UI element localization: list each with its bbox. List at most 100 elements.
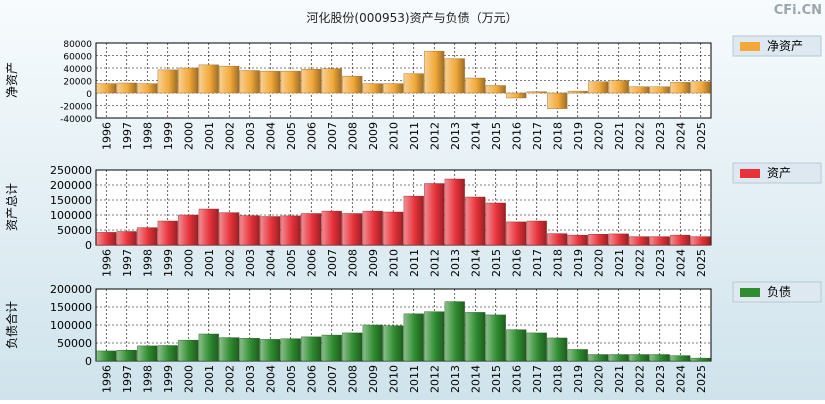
x-tick-label: 1997 [121, 365, 134, 393]
bar-2002 [219, 337, 240, 362]
bar-2006 [301, 213, 322, 246]
legend-label: 负债 [767, 285, 791, 299]
legend-label: 资产 [767, 166, 791, 180]
panel-total-assets: 0 50000 100000 150000 200000 250000 1996 1997 19… [5, 162, 822, 277]
x-tick-label: 1999 [162, 122, 175, 150]
x-tick-label: 1998 [141, 249, 154, 277]
bar-2012 [424, 311, 445, 362]
x-tick-label: 1998 [141, 122, 154, 150]
bar-2000 [178, 67, 199, 94]
bar-2025 [690, 357, 711, 362]
bar-2021 [608, 233, 629, 246]
x-tick-label: 2023 [654, 249, 667, 277]
bar-2025 [690, 236, 711, 246]
x-tick-label: 2012 [428, 122, 441, 150]
x-tick-label: 2002 [223, 122, 236, 150]
x-tick-label: 2013 [449, 249, 462, 277]
bar-2002 [219, 65, 240, 94]
x-tick-label: 2020 [592, 365, 605, 393]
x-tick-label: 1997 [121, 122, 134, 150]
bar-2006 [301, 69, 322, 94]
bar-2005 [280, 338, 301, 362]
x-tick-label: 2025 [695, 249, 708, 277]
x-tick-label: 2010 [387, 249, 400, 277]
y-tick-label: 150000 [50, 194, 92, 207]
y-tick-label: 40000 [63, 65, 92, 75]
bar-2012 [424, 50, 445, 94]
watermark: CFi.CN [774, 3, 822, 18]
bar-2022 [629, 236, 650, 246]
bar-1999 [157, 69, 178, 94]
x-tick-label: 2005 [285, 365, 298, 393]
bar-2014 [465, 196, 486, 246]
bar-2007 [321, 210, 342, 246]
bar-1999 [157, 220, 178, 246]
y-tick-label: 80000 [63, 40, 92, 50]
x-tick-label: 2019 [572, 249, 585, 277]
plot-area [95, 169, 712, 246]
x-tick-label: 2000 [182, 249, 195, 277]
bar-2000 [178, 214, 199, 246]
x-tick-label: 2007 [326, 249, 339, 277]
x-tick-label: 2024 [674, 122, 687, 150]
legend-net-assets: 净资产 [732, 35, 822, 57]
bar-1997 [116, 231, 137, 246]
x-tick-label: 1997 [121, 249, 134, 277]
x-tick-label: 2008 [346, 122, 359, 150]
y-tick-label: 100000 [50, 319, 92, 332]
x-tick-label: 2001 [203, 249, 216, 277]
x-tick-label: 1999 [162, 249, 175, 277]
bar-1996 [96, 83, 117, 94]
bar-2010 [383, 211, 404, 246]
x-tick-label: 2017 [531, 249, 544, 277]
x-tick-label: 2022 [633, 365, 646, 393]
y-tick-label: 50000 [57, 337, 92, 350]
x-tick-label: 2010 [387, 122, 400, 150]
x-tick-label: 2024 [674, 249, 687, 277]
bar-2014 [465, 312, 486, 362]
bar-2022 [629, 86, 650, 94]
x-tick-label: 2004 [264, 122, 277, 150]
bar-2000 [178, 339, 199, 362]
bar-2011 [403, 313, 424, 362]
x-tick-label: 1996 [100, 249, 113, 277]
bar-2018 [547, 92, 568, 109]
x-tick-label: 2001 [203, 122, 216, 150]
x-tick-label: 2022 [633, 249, 646, 277]
bar-2008 [342, 332, 363, 362]
y-tick-label: 200000 [50, 283, 92, 296]
bar-2015 [485, 202, 506, 246]
bar-2015 [485, 314, 506, 362]
x-tick-label: 2018 [551, 365, 564, 393]
bar-2008 [342, 75, 363, 94]
bar-2023 [649, 354, 670, 362]
x-tick-label: 2021 [613, 122, 626, 150]
x-tick-label: 2012 [428, 249, 441, 277]
x-tick-label: 2011 [408, 365, 421, 393]
bar-2010 [383, 83, 404, 94]
legend-swatch [740, 288, 760, 297]
x-tick-label: 2015 [490, 249, 503, 277]
bar-2004 [260, 216, 281, 246]
x-tick-label: 2017 [531, 122, 544, 150]
chart-title: 河化股份(000953)资产与负债（万元） [306, 11, 517, 25]
bar-2009 [362, 83, 383, 94]
y-tick-label: 200000 [50, 179, 92, 192]
x-tick-label: 2000 [182, 122, 195, 150]
bar-2018 [547, 233, 568, 246]
x-tick-label: 2016 [510, 249, 523, 277]
legend-swatch [740, 42, 760, 51]
x-tick-label: 2024 [674, 365, 687, 393]
bar-2024 [670, 234, 691, 246]
x-tick-label: 2025 [695, 122, 708, 150]
x-tick-label: 2002 [223, 249, 236, 277]
x-tick-label: 2020 [592, 249, 605, 277]
bar-2005 [280, 70, 301, 94]
x-tick-label: 2015 [490, 365, 503, 393]
bar-2008 [342, 213, 363, 246]
x-tick-label: 2004 [264, 365, 277, 393]
bar-2002 [219, 212, 240, 246]
x-tick-label: 2009 [367, 249, 380, 277]
bar-2009 [362, 210, 383, 246]
